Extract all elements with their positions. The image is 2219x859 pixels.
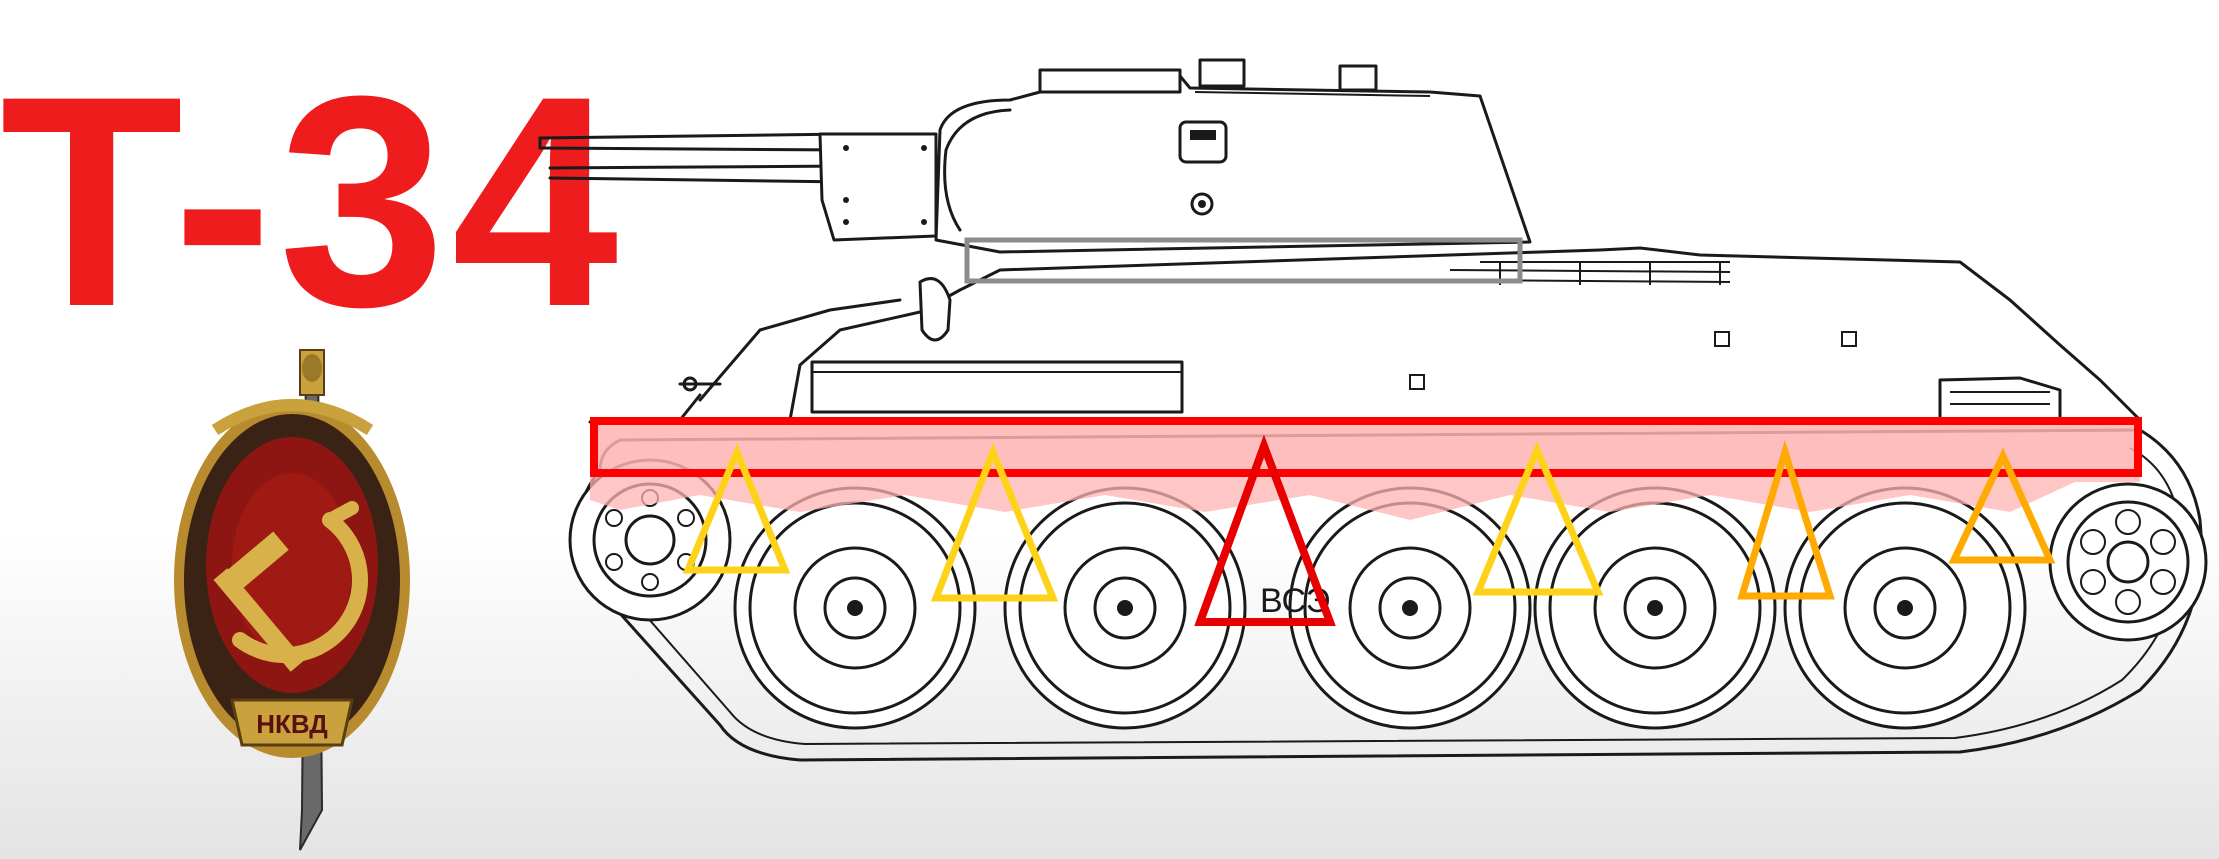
road-wheel-5 [1783, 486, 2027, 730]
title-text: T-34 [0, 33, 624, 369]
road-wheel-1 [733, 486, 977, 730]
hull-side-highlight-bar [590, 417, 2142, 477]
badge-ribbon: НКВД [230, 698, 354, 747]
turret [934, 58, 1532, 254]
upper-hull [678, 246, 2142, 422]
gun-barrel [538, 132, 852, 184]
spring-triangle-1 [682, 442, 791, 574]
turret-ring-box [964, 237, 1523, 284]
badge-inscription: НКВД [256, 709, 328, 739]
annotations [590, 237, 2142, 626]
hammer-sickle-icon [213, 501, 368, 672]
nkvd-badge-icon: НКВД [174, 349, 410, 851]
gun-mantlet [818, 132, 938, 242]
tank-diagram: ВСЭ [538, 58, 2208, 762]
spring-triangle-3 [1472, 441, 1604, 596]
spring-triangle-center [1194, 434, 1336, 626]
spring-triangle-4 [1737, 440, 1835, 600]
road-wheel-3 [1288, 486, 1532, 730]
spring-triangle-5 [1948, 447, 2056, 564]
spring-triangle-2 [930, 442, 1059, 602]
drive-sprocket [2048, 482, 2208, 642]
title: T-34 [0, 33, 624, 369]
